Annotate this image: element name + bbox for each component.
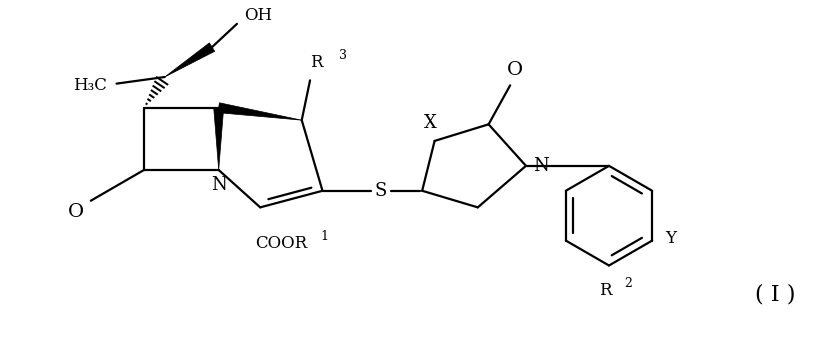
Text: N: N bbox=[211, 176, 227, 194]
Text: O: O bbox=[507, 61, 523, 79]
Text: N: N bbox=[533, 157, 548, 175]
Polygon shape bbox=[214, 108, 224, 170]
Text: 3: 3 bbox=[339, 49, 347, 62]
Text: X: X bbox=[424, 114, 437, 132]
Text: OH: OH bbox=[243, 7, 272, 24]
Text: R: R bbox=[310, 53, 323, 70]
Text: R: R bbox=[599, 282, 611, 299]
Polygon shape bbox=[165, 43, 215, 77]
Text: Y: Y bbox=[665, 231, 676, 248]
Text: 1: 1 bbox=[320, 230, 328, 243]
Text: ( I ): ( I ) bbox=[755, 284, 795, 306]
Text: H₃C: H₃C bbox=[73, 77, 107, 94]
Text: 2: 2 bbox=[624, 277, 632, 290]
Polygon shape bbox=[218, 103, 302, 120]
Text: O: O bbox=[68, 203, 84, 221]
Text: S: S bbox=[375, 182, 387, 200]
Text: COOR: COOR bbox=[255, 235, 307, 252]
